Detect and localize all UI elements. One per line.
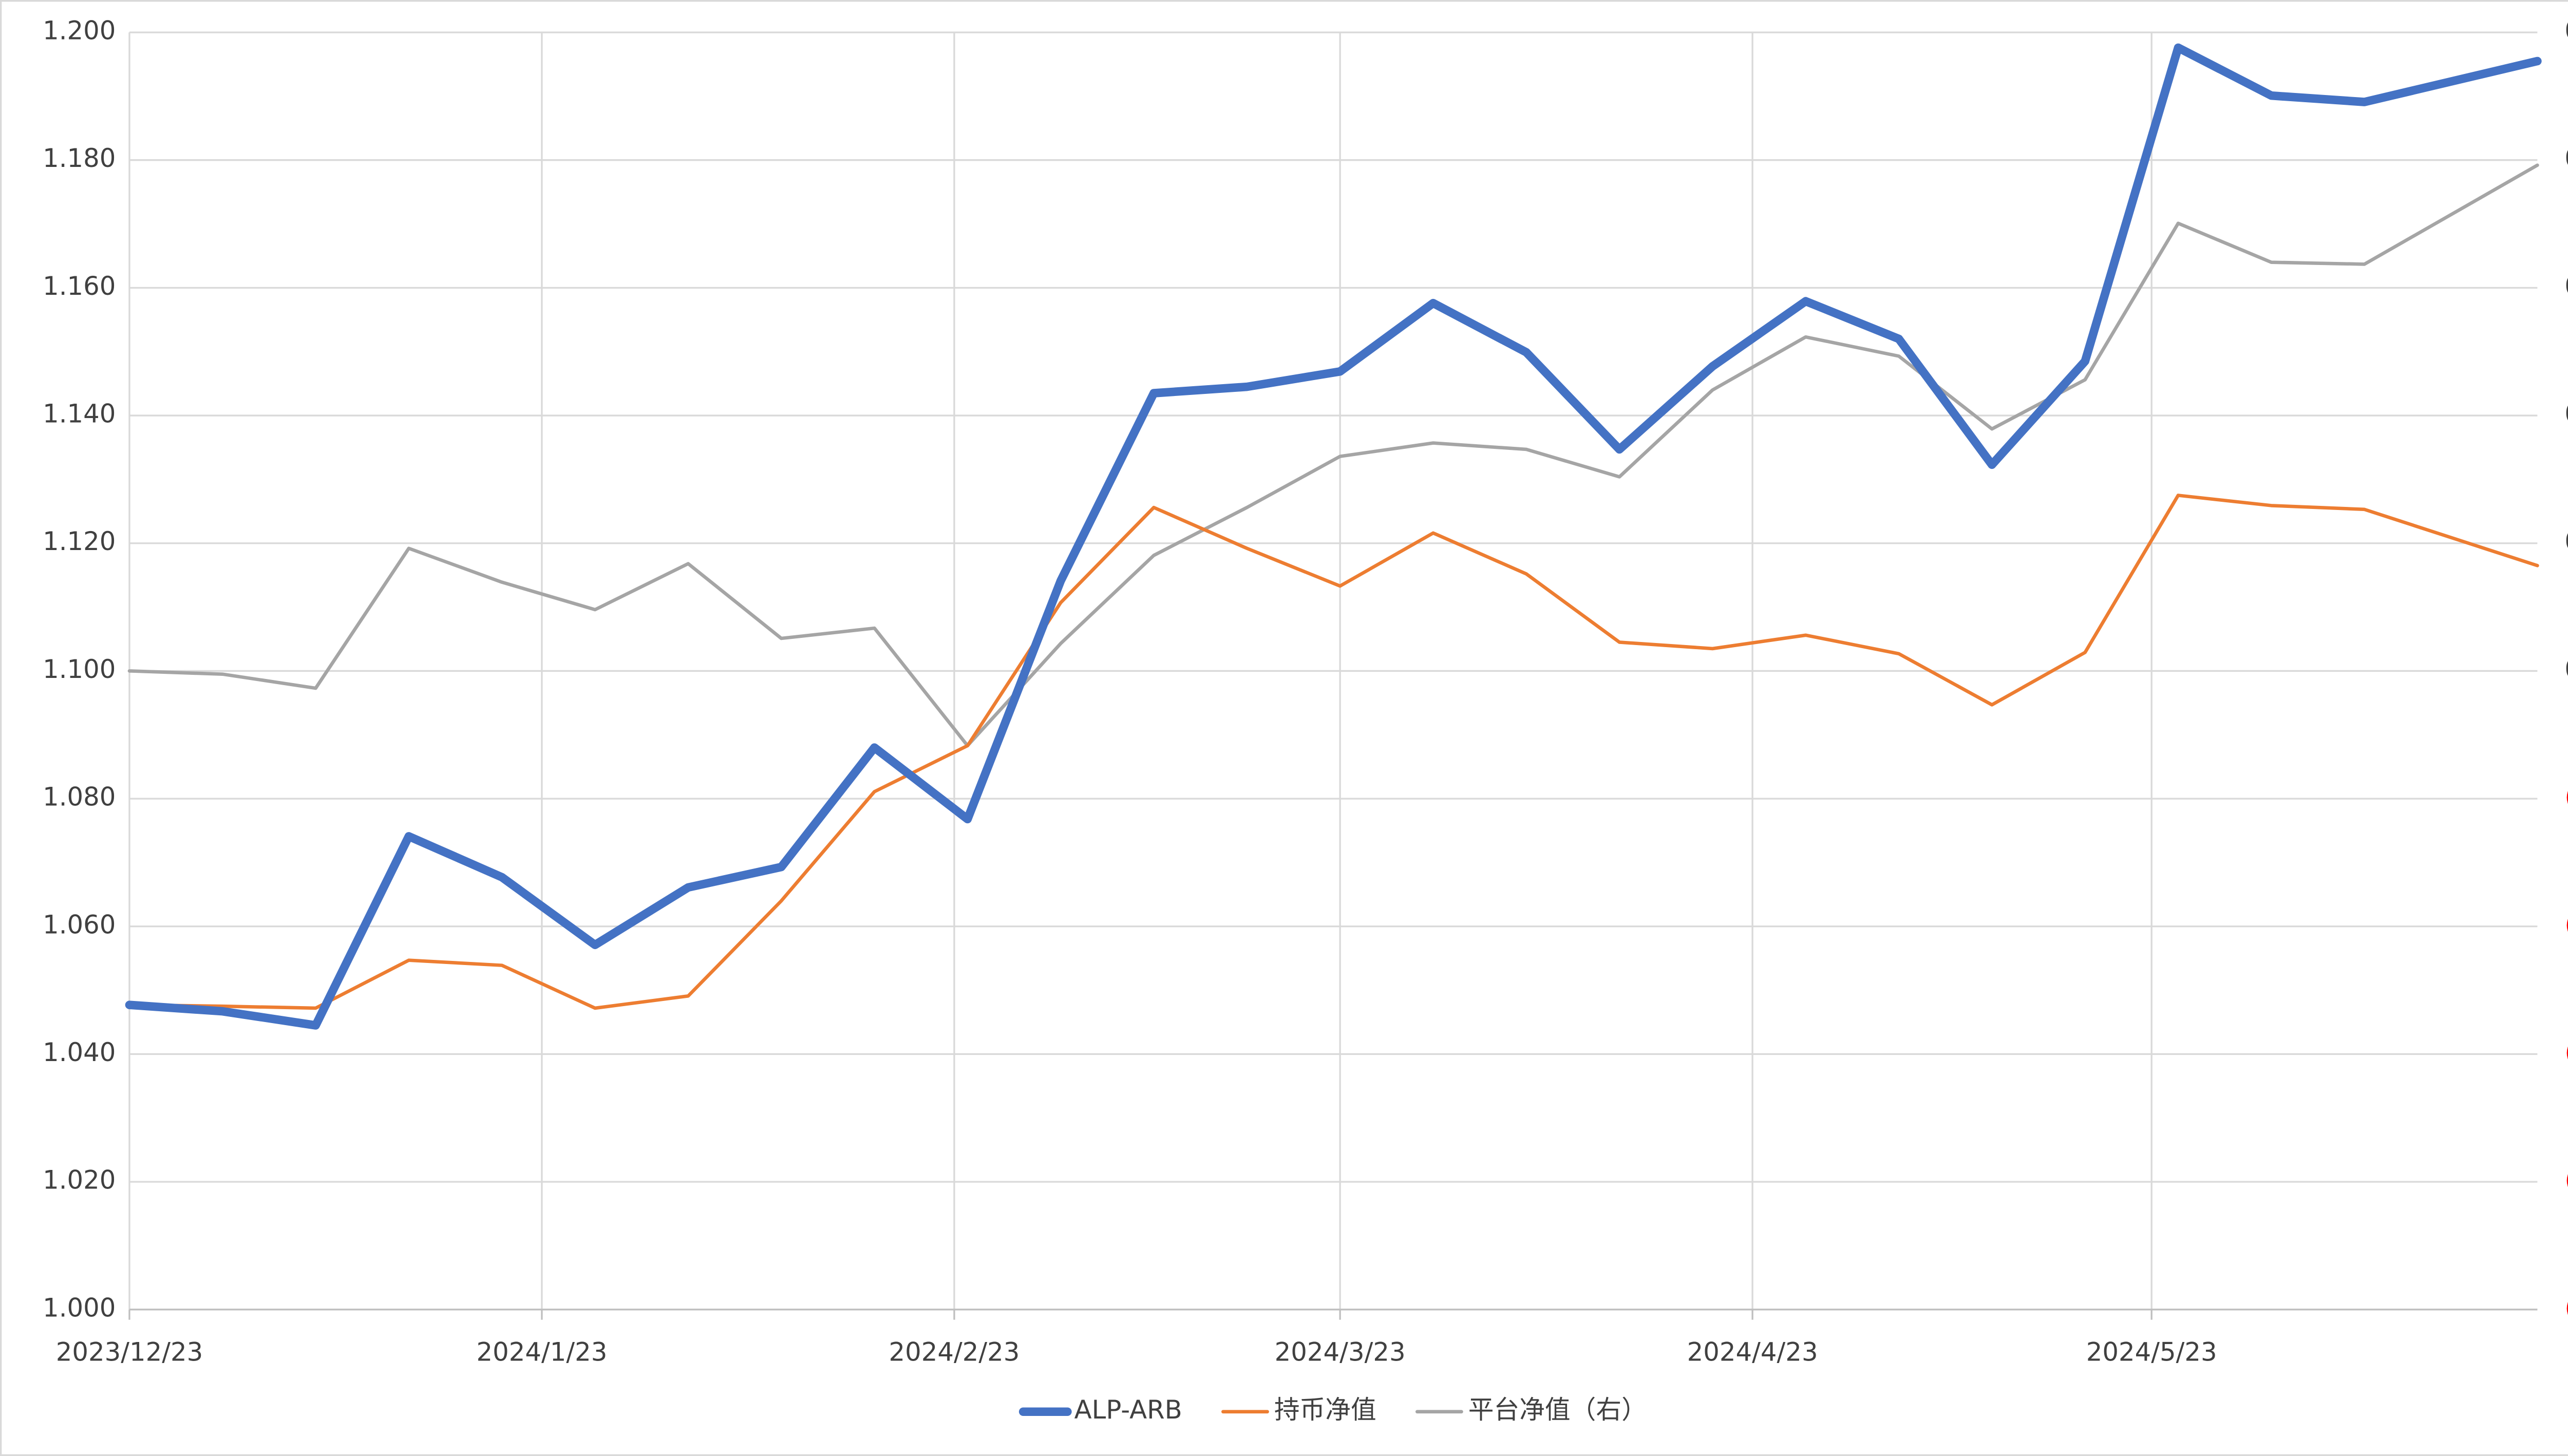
legend-label: 平台净值（右） [1468, 1395, 1647, 1425]
y-tick-label: 1.060 [43, 910, 116, 939]
series-line [127, 163, 2539, 748]
y-tick-label: 1.180 [43, 143, 116, 173]
x-tick-label: 2024/4/23 [1687, 1337, 1818, 1367]
legend-label: 持币净值 [1274, 1395, 1376, 1425]
y-tick-label: 1.140 [43, 399, 116, 429]
y2-tick-label: (0.04) [2564, 910, 2568, 939]
y2-tick-label: (0.10) [2564, 1293, 2568, 1322]
y-tick-label: 1.000 [43, 1293, 116, 1322]
y-tick-label: 1.120 [43, 526, 116, 556]
y-tick-label: 1.080 [43, 782, 116, 812]
x-tick-label: 2023/12/23 [56, 1337, 203, 1367]
legend-label: ALP-ARB [1074, 1395, 1182, 1425]
x-tick-label: 2024/3/23 [1275, 1337, 1406, 1367]
series-line [127, 494, 2539, 1010]
y-tick-label: 1.160 [43, 271, 116, 301]
y-tick-label: 1.200 [43, 16, 116, 46]
y2-tick-label: 0.00 [2564, 654, 2568, 684]
series-line [125, 43, 2542, 1030]
y2-tick-label: (0.02) [2564, 782, 2568, 812]
y-tick-label: 1.040 [43, 1037, 116, 1067]
y2-tick-label: 0.08 [2564, 143, 2568, 173]
y2-tick-label: (0.08) [2564, 1165, 2568, 1195]
y2-tick-label: 0.04 [2564, 399, 2568, 429]
y2-tick-label: 0.10 [2564, 16, 2568, 46]
x-tick-label: 2024/5/23 [2086, 1337, 2217, 1367]
y2-tick-label: 0.06 [2564, 271, 2568, 301]
x-tick-label: 2024/1/23 [477, 1337, 608, 1367]
x-tick-label: 2024/2/23 [889, 1337, 1019, 1367]
y-tick-label: 1.100 [43, 654, 116, 684]
y2-tick-label: (0.06) [2564, 1037, 2568, 1067]
y-tick-label: 1.020 [43, 1165, 116, 1195]
y2-tick-label: 0.02 [2564, 526, 2568, 556]
